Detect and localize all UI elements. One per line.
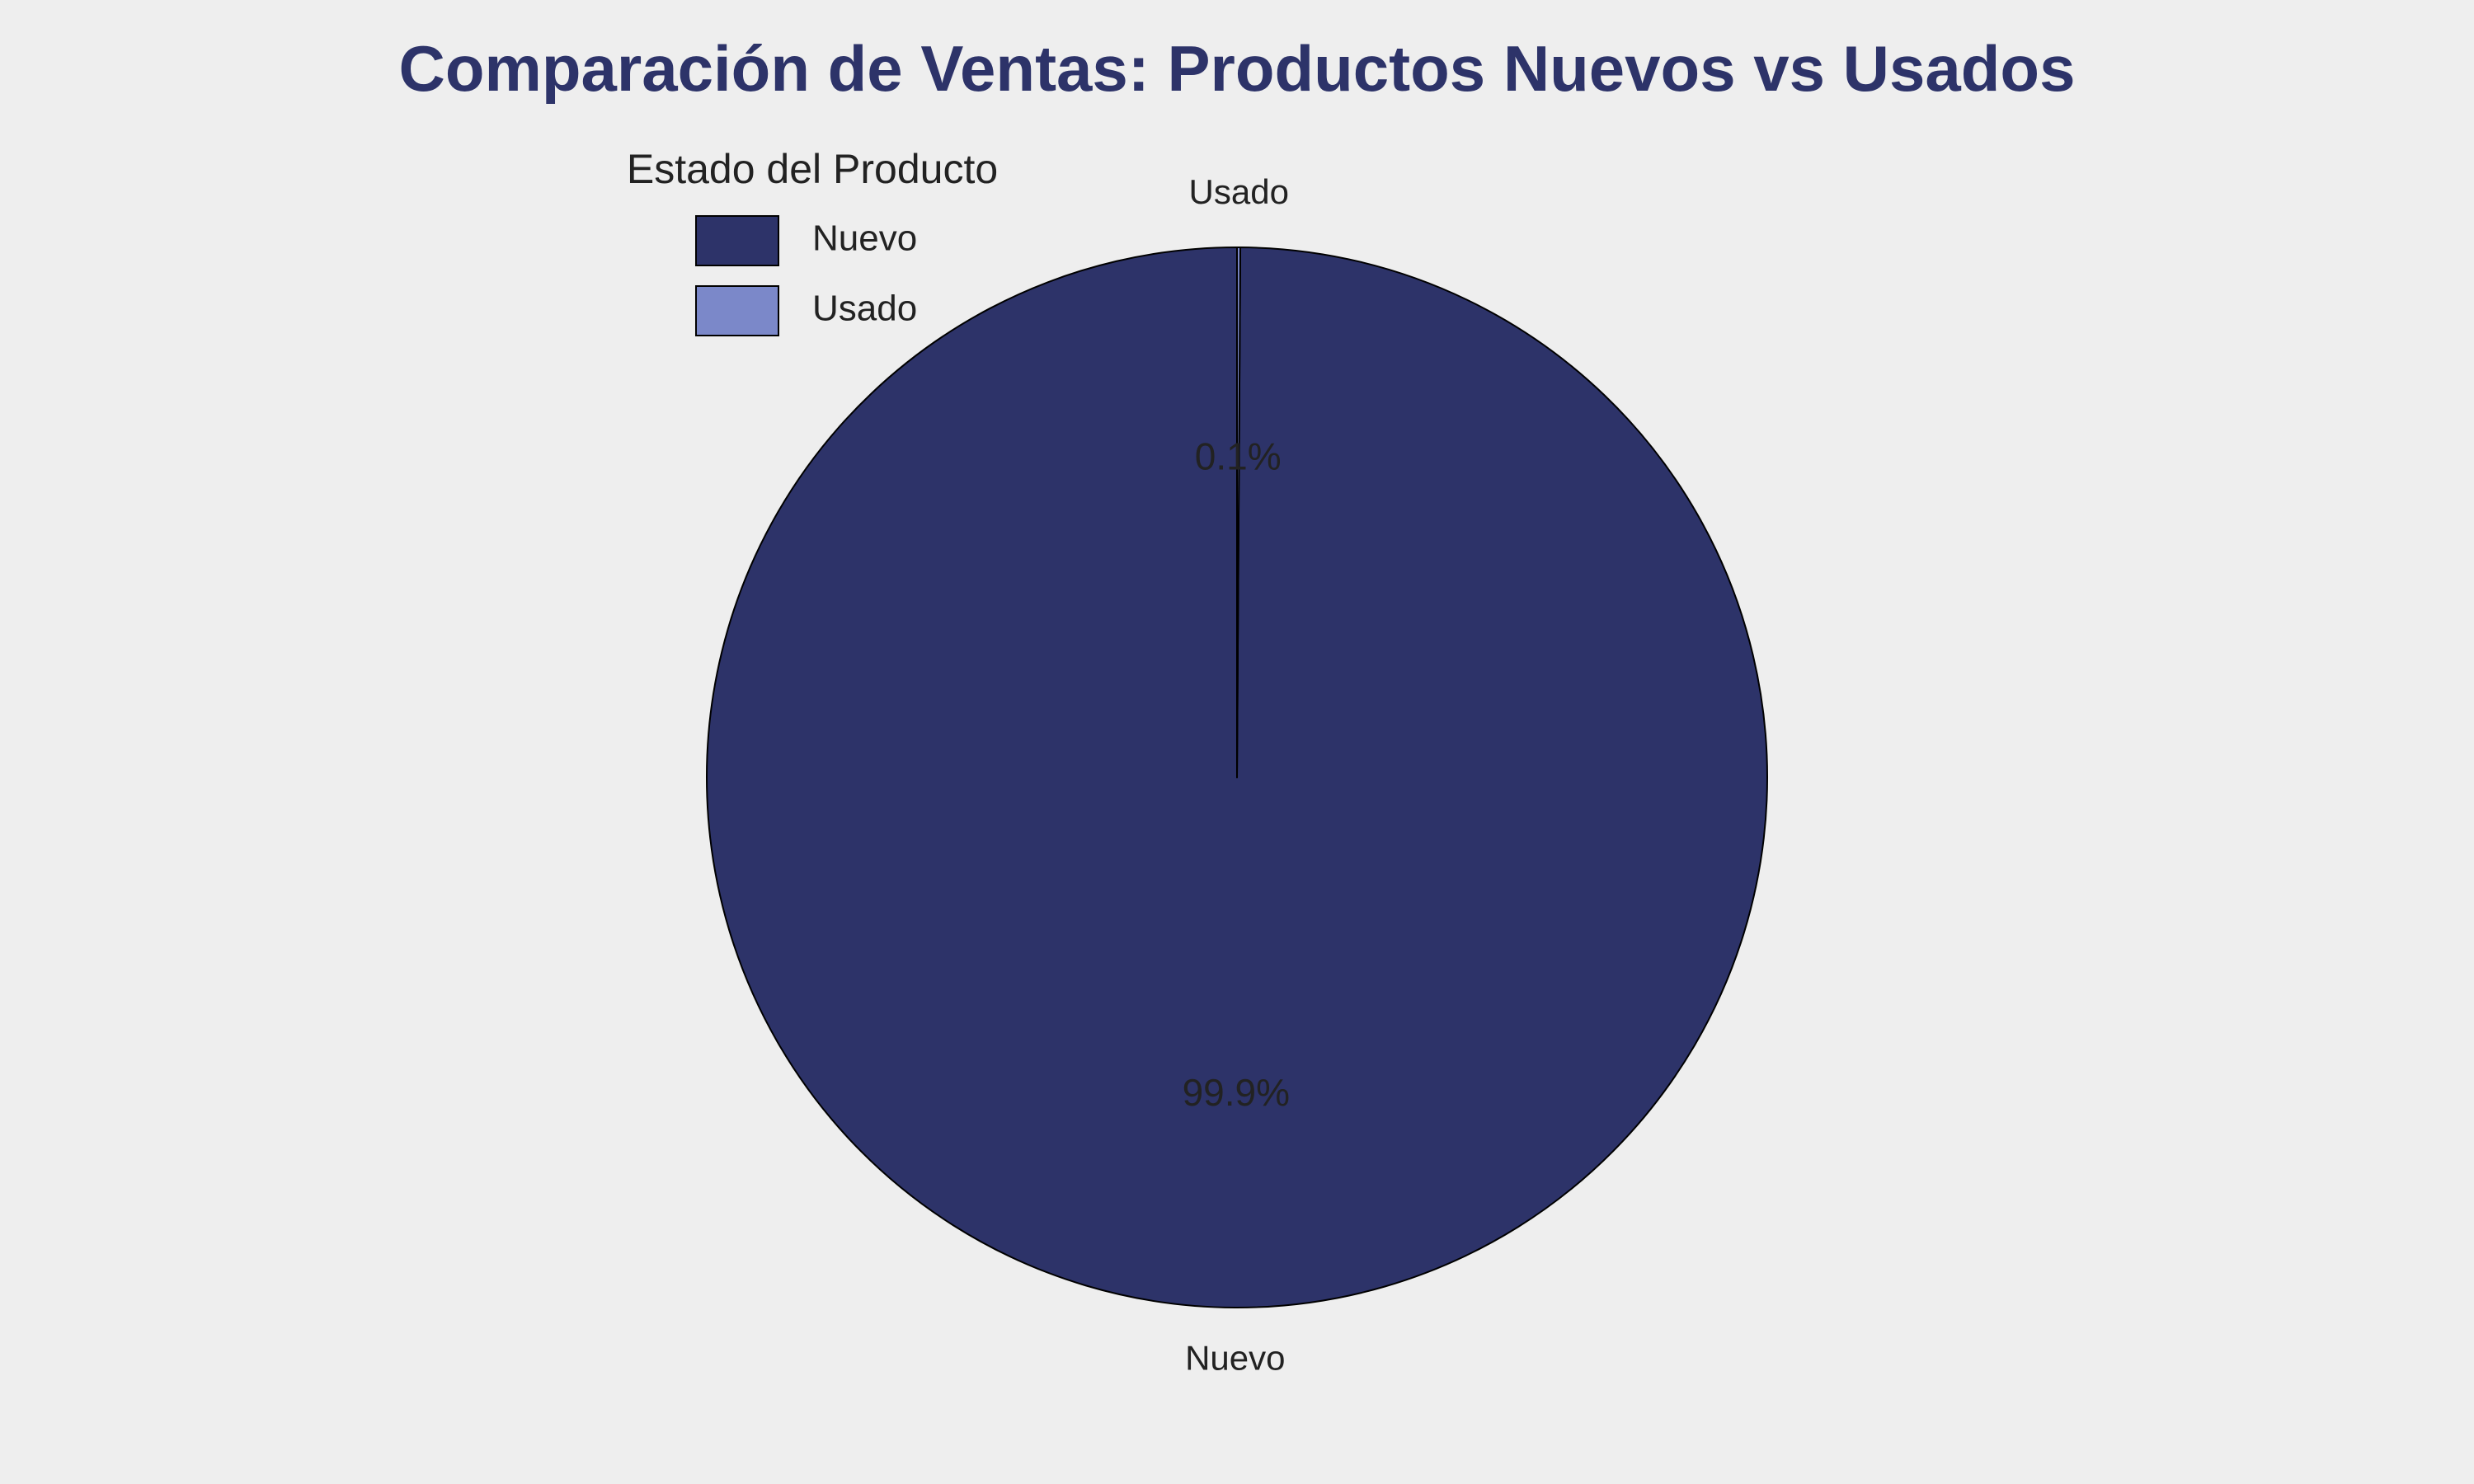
slice-label-nuevo: Nuevo <box>1185 1338 1285 1377</box>
legend-items: Nuevo Usado <box>695 215 917 336</box>
legend: Estado del Producto Nuevo Usado <box>627 146 998 336</box>
pie-slice-labels: Nuevo 99.9% Usado 0.1% <box>1183 172 1290 1378</box>
legend-swatch-usado <box>695 285 779 336</box>
pct-label-usado: 0.1% <box>1195 434 1282 477</box>
legend-label-nuevo: Nuevo <box>812 218 917 259</box>
pie-slices <box>705 247 1768 1308</box>
legend-title: Estado del Producto <box>627 146 998 192</box>
chart-title: Comparación de Ventas: Productos Nuevos … <box>399 32 2076 105</box>
pie-slice-usado <box>1236 247 1242 778</box>
legend-label-usado: Usado <box>812 289 917 329</box>
pct-label-nuevo: 99.9% <box>1183 1071 1290 1114</box>
slice-label-usado: Usado <box>1189 172 1289 211</box>
legend-swatch-nuevo <box>695 215 779 266</box>
